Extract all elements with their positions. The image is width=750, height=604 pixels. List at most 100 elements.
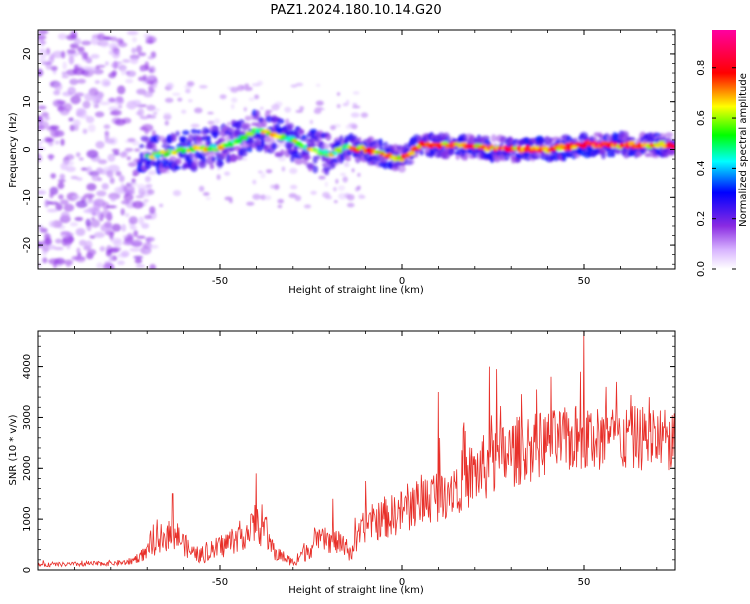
ridge-blob	[671, 144, 675, 150]
band-blob	[190, 128, 198, 134]
band-blob	[378, 138, 383, 147]
noise-blob	[187, 99, 193, 103]
noise-blob	[289, 167, 298, 174]
band-blob	[238, 119, 245, 125]
noise-blob	[90, 36, 99, 46]
noise-blob	[69, 124, 76, 132]
noise-blob	[131, 239, 143, 248]
band-blob	[174, 165, 182, 170]
noise-blob	[357, 172, 361, 177]
band-blob	[212, 131, 218, 139]
noise-blob	[90, 54, 100, 59]
noise-blob	[84, 208, 92, 213]
noise-blob	[59, 173, 66, 180]
noise-blob	[111, 223, 122, 232]
noise-blob	[63, 103, 73, 112]
noise-blob	[230, 86, 239, 93]
noise-blob	[185, 88, 191, 94]
band-blob	[463, 138, 469, 143]
noise-blob	[141, 223, 150, 229]
noise-blob	[92, 201, 102, 211]
noise-blob	[94, 80, 101, 84]
noise-blob	[236, 84, 245, 92]
noise-blob	[93, 231, 105, 238]
noise-blob	[38, 142, 42, 147]
noise-blob	[315, 83, 321, 88]
noise-blob	[167, 82, 174, 90]
band-blob	[311, 142, 316, 149]
noise-blob	[99, 246, 106, 252]
band-blob	[139, 152, 144, 160]
noise-blob	[281, 166, 286, 172]
noise-blob	[207, 120, 215, 125]
noise-blob	[352, 91, 360, 95]
snr-y-tick-label: 2000	[22, 456, 33, 481]
band-blob	[255, 145, 264, 152]
snr-y-tick-label: 0	[22, 567, 33, 573]
noise-blob	[104, 61, 109, 66]
band-blob	[176, 158, 182, 165]
noise-blob	[72, 119, 81, 127]
noise-blob	[126, 156, 131, 161]
band-blob	[209, 164, 215, 170]
band-blob	[182, 130, 190, 136]
band-blob	[324, 168, 330, 176]
noise-blob	[131, 47, 137, 54]
noise-blob	[138, 216, 145, 225]
noise-blob	[271, 104, 280, 111]
noise-blob	[103, 81, 111, 86]
noise-blob	[243, 107, 247, 112]
noise-blob	[244, 83, 250, 88]
noise-blob	[96, 262, 104, 269]
band-blob	[187, 134, 194, 143]
noise-blob	[351, 168, 355, 173]
noise-blob	[104, 138, 116, 144]
noise-blob	[97, 159, 108, 165]
ridge-blob	[160, 149, 166, 154]
noise-blob	[119, 151, 128, 158]
noise-blob	[117, 42, 128, 48]
band-blob	[566, 153, 573, 158]
noise-blob	[118, 104, 123, 109]
noise-blob	[340, 172, 346, 176]
noise-blob	[53, 90, 61, 96]
noise-blob	[122, 185, 135, 193]
spectrogram-y-tick-label: -10	[22, 189, 33, 205]
band-blob	[302, 155, 312, 160]
noise-blob	[153, 81, 158, 87]
band-blob	[395, 150, 403, 156]
noise-blob	[109, 177, 115, 184]
noise-blob	[131, 178, 136, 184]
snr-x-tick-label: -50	[212, 577, 228, 588]
noise-blob	[92, 98, 97, 106]
snr-x-axis-label: Height of straight line (km)	[288, 585, 424, 596]
noise-blob	[203, 192, 210, 196]
noise-blob	[68, 117, 74, 122]
noise-blob	[63, 203, 75, 212]
noise-blob	[105, 249, 112, 257]
noise-blob	[295, 82, 304, 87]
spectrogram-y-axis-label: Frequency (Hz)	[8, 112, 19, 188]
noise-blob	[99, 101, 111, 106]
noise-blob	[81, 66, 94, 71]
noise-blob	[273, 184, 280, 190]
noise-blob	[246, 201, 255, 206]
noise-blob	[38, 57, 47, 63]
noise-blob	[121, 250, 130, 258]
noise-blob	[65, 166, 76, 173]
noise-blob	[101, 183, 109, 190]
noise-blob	[82, 68, 94, 77]
noise-blob	[89, 235, 96, 239]
noise-blob	[39, 227, 48, 233]
noise-blob	[322, 191, 330, 198]
noise-blob	[342, 176, 348, 183]
band-blob	[192, 157, 199, 167]
noise-blob	[299, 106, 305, 111]
noise-blob	[138, 187, 143, 196]
noise-blob	[346, 194, 355, 201]
noise-blob	[278, 156, 286, 162]
band-blob	[490, 134, 497, 143]
noise-blob	[123, 193, 134, 202]
